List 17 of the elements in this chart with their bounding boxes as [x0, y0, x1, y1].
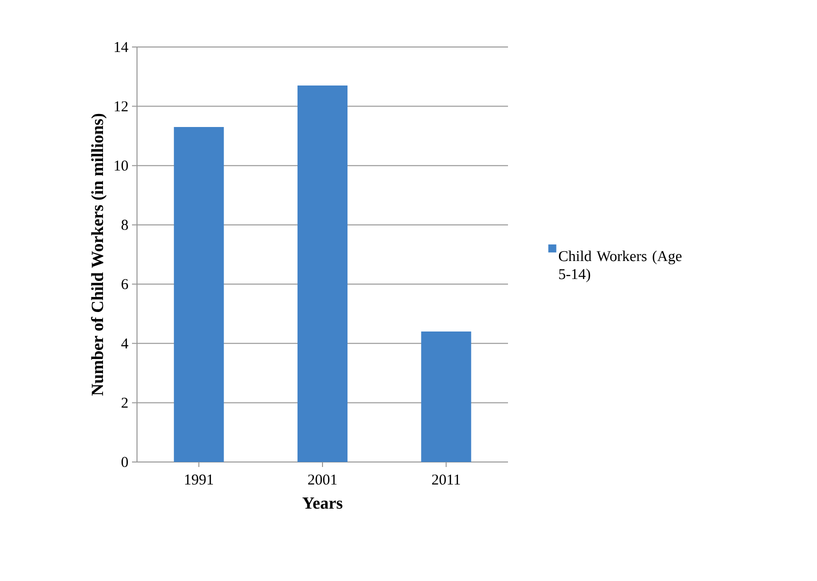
- y-tick-label: 0: [122, 456, 128, 468]
- x-tick-label: 2011: [432, 474, 460, 485]
- bar: [421, 332, 472, 462]
- y-axis-title: Number of Child Workers (in millions): [91, 114, 107, 396]
- bar: [298, 86, 348, 462]
- bar: [174, 127, 224, 462]
- y-tick-label: 14: [114, 42, 128, 52]
- x-tick-label: 2001: [308, 474, 337, 485]
- x-axis-title: Years: [302, 498, 342, 509]
- y-tick-label: 6: [122, 279, 128, 290]
- legend-label: Child Workers (Age 5-14): [558, 250, 682, 282]
- y-tick-label: 2: [122, 398, 128, 408]
- x-tick-label: 1991: [185, 474, 213, 485]
- y-tick-label: 12: [114, 101, 128, 112]
- y-tick-label: 8: [122, 220, 128, 230]
- y-tick-label: 4: [121, 338, 128, 348]
- y-tick-label: 10: [114, 160, 128, 171]
